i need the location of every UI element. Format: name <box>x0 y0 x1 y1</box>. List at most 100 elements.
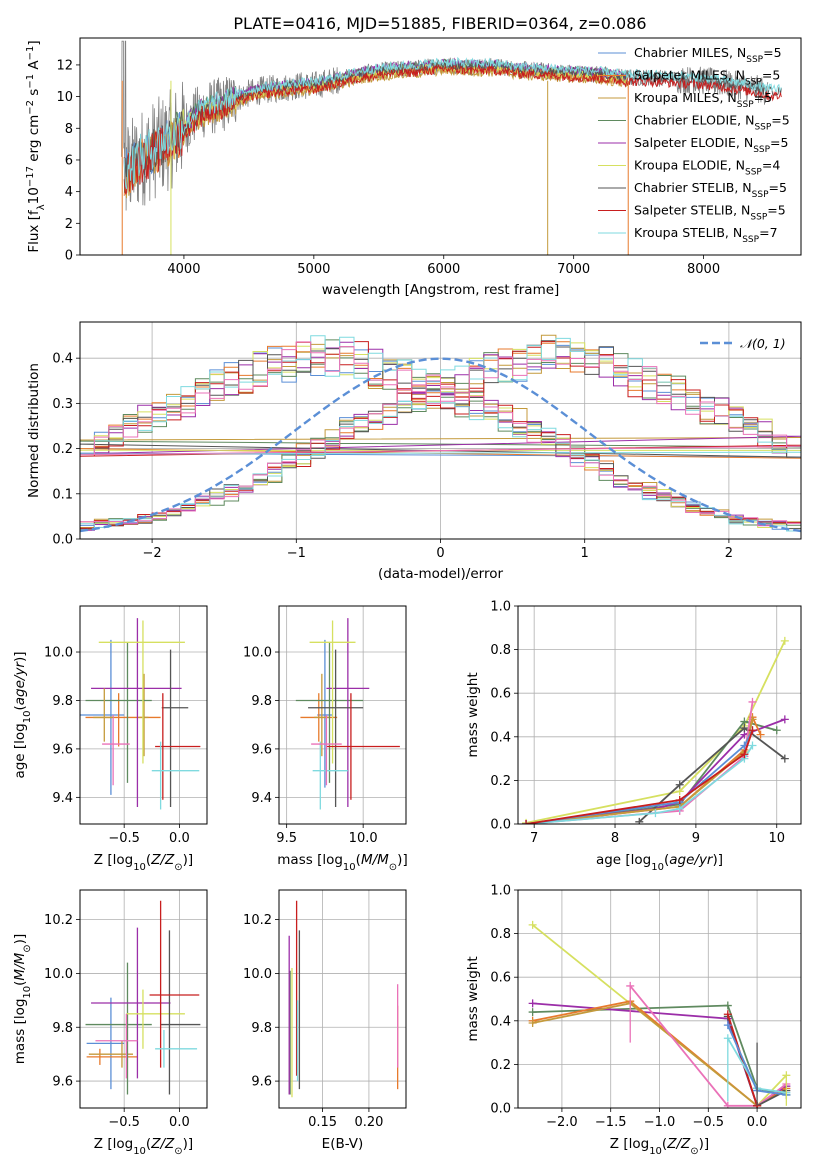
weight-point-marker <box>780 636 789 645</box>
weight-point-marker <box>756 730 765 739</box>
x-tick-label: 10 <box>768 831 785 846</box>
subscript: 10 <box>343 862 356 873</box>
legend-series-name: Salpeter STELIB <box>634 203 733 218</box>
y-tick-label: 9.8 <box>52 1021 73 1036</box>
legend-label: Kroupa ELODIE, NSSP=4 <box>634 158 780 178</box>
weight-point-marker <box>528 999 537 1008</box>
x-axis-label-rest: ( <box>662 1136 667 1152</box>
x-tick-label: 0.0 <box>169 1115 190 1130</box>
y-tick-label: 9.4 <box>52 791 73 806</box>
weight-point-marker <box>723 1001 732 1010</box>
legend-series-name: Chabrier ELODIE <box>634 113 737 128</box>
x-tick-label: 0.15 <box>308 1115 337 1130</box>
subscript: ⊙ <box>389 862 397 873</box>
weight-point-marker <box>723 1021 732 1030</box>
x-tick-label: 0.0 <box>169 831 190 846</box>
y-axis-label-rest: ( <box>12 705 28 710</box>
y-axis-label: mass weight <box>465 672 481 757</box>
y-tick-label: 9.8 <box>251 694 272 709</box>
x-axis-label-rest: )] <box>397 852 408 868</box>
legend-nssp: 4 <box>772 158 780 173</box>
y-tick-label: 9.6 <box>52 1075 73 1090</box>
weight-point-marker <box>748 741 757 750</box>
legend-series-name: Chabrier STELIB <box>634 180 734 195</box>
y-tick-label: 4 <box>65 185 73 200</box>
y-tick-label: 0.4 <box>490 1014 511 1029</box>
subscript: ⊙ <box>690 1146 698 1157</box>
model-spectrum-line <box>123 64 629 196</box>
subscript: ⊙ <box>22 944 33 952</box>
weight-point-marker <box>675 796 684 805</box>
legend-series-name: Salpeter ELODIE <box>634 135 736 150</box>
weight-point-marker <box>748 697 757 706</box>
x-axis-label: (data-model)/error <box>378 566 504 582</box>
y-tick-label: 1.0 <box>490 884 511 899</box>
x-axis-label-rest: )] <box>183 1136 194 1152</box>
histogram-panel: −2 −1 0 1 2 0.0 0.1 0.2 0.3 0.4 (data-model)/error… <box>26 321 802 582</box>
y-tick-label: 1.0 <box>490 600 511 615</box>
x-tick-label: 6000 <box>427 262 460 277</box>
legend-nssp: 5 <box>779 180 787 195</box>
x-tick-label: −0.5 <box>693 1115 725 1130</box>
legend-label: Salpeter STELIB, NSSP=5 <box>634 203 786 223</box>
x-axis-label-text: Z [log <box>94 1136 133 1152</box>
x-axis-label: mass [log10(M/M⊙)] <box>277 852 407 873</box>
legend-label: Chabrier ELODIE, NSSP=5 <box>634 113 790 133</box>
x-axis-label-text: Z [log <box>94 852 133 868</box>
subscript: SSP <box>754 123 771 133</box>
axes-frame <box>79 37 802 256</box>
legend-nssp: 5 <box>774 45 782 60</box>
errorbar-group <box>85 900 201 1095</box>
weight-point-marker <box>522 820 531 824</box>
x-tick-label: 1 <box>581 546 589 561</box>
y-tick-label: 10.0 <box>243 967 272 982</box>
y-axis-label: mass [log10(M/M⊙)] <box>12 934 33 1064</box>
y-tick-label: 10.0 <box>44 646 73 661</box>
x-axis-label-rest: ( <box>356 852 361 868</box>
y-tick-label: 0.0 <box>490 818 511 833</box>
weight-point-marker <box>780 715 789 724</box>
x-tick-label: 9.5 <box>276 831 297 846</box>
x-tick-label: −1.5 <box>595 1115 627 1130</box>
y-tick-label: 0.2 <box>52 442 73 457</box>
x-axis-label: Z [log10(Z/Z⊙)] <box>94 1136 193 1157</box>
y-axis-label-part: A <box>26 60 42 74</box>
legend-text: , N <box>736 135 753 150</box>
y-tick-label: 0.0 <box>490 1102 511 1117</box>
y-axis-label-rest: )] <box>12 934 28 945</box>
x-axis-label: Z [log10(Z/Z⊙)] <box>610 1136 709 1157</box>
subscript: SSP <box>753 145 770 155</box>
y-axis-label-rest: )] <box>12 651 28 662</box>
y-axis-label: age [log10(age/yr)] <box>12 651 33 778</box>
y-tick-label: 0.2 <box>490 774 511 789</box>
weight-point-marker <box>528 1018 537 1027</box>
legend-series-name: Chabrier MILES <box>634 45 729 60</box>
histogram-step-line <box>80 341 801 527</box>
x-tick-label: −0.5 <box>108 831 140 846</box>
x-tick-label: −1.0 <box>644 1115 676 1130</box>
y-axis-label-rest: ( <box>12 981 28 986</box>
axes-frame <box>79 321 802 540</box>
y-axis-label-part: −17 <box>25 166 36 187</box>
y-tick-label: 9.6 <box>52 742 73 757</box>
subscript: ⊙ <box>174 1146 182 1157</box>
x-axis-label-rest: )] <box>183 852 194 868</box>
x-tick-label: 2 <box>725 546 733 561</box>
y-axis-label-part: erg cm <box>26 115 42 166</box>
weight-series-line <box>526 745 754 824</box>
y-tick-label: 10 <box>56 90 73 105</box>
legend-text: = <box>754 90 764 105</box>
legend-nssp: 5 <box>772 68 780 83</box>
x-axis-label-rest: Z/Z <box>150 1136 175 1152</box>
mass-vs-Z-panel: −0.5 0.09.69.810.010.2Z [log10(Z/Z⊙)]mass… <box>12 889 208 1157</box>
y-tick-label: 10.2 <box>44 913 73 928</box>
model-spectrum-line <box>123 63 782 195</box>
x-tick-label: 10.0 <box>349 831 378 846</box>
y-axis-label-part: Flux [f <box>26 209 42 253</box>
y-axis-label-part: 10 <box>26 187 42 204</box>
y-tick-label: 0.6 <box>490 971 511 986</box>
legend-text: = <box>762 158 772 173</box>
subscript: SSP <box>750 213 767 223</box>
